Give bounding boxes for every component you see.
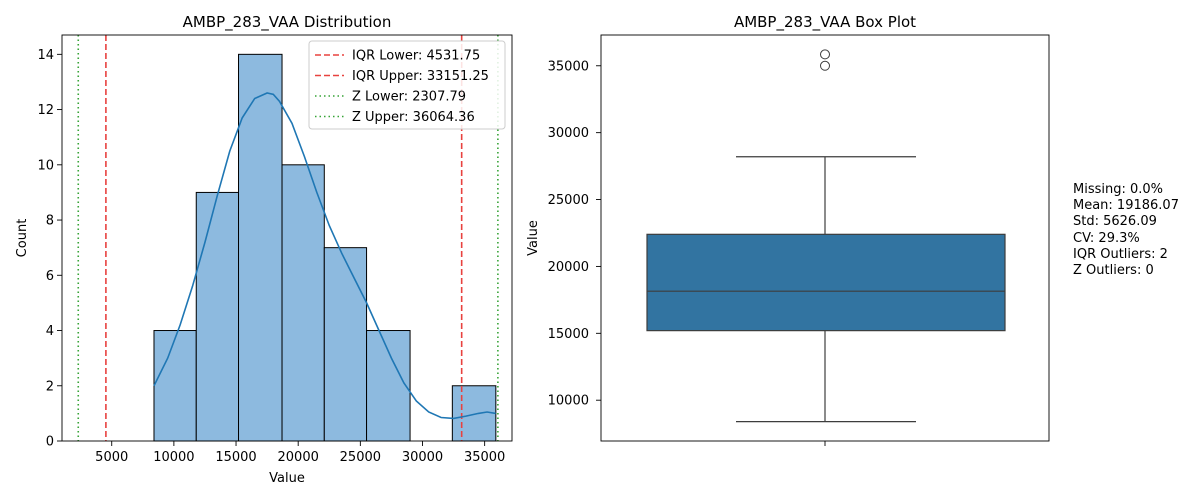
- histogram-x-ticks: 5000 10000 15000 20000 25000 30000 35000: [95, 441, 505, 465]
- boxplot-elements: [646, 49, 1006, 423]
- y-tick-label: 0: [46, 435, 54, 450]
- stat-std: Std: 5626.09: [1073, 214, 1157, 230]
- histogram-bar: [451, 385, 497, 442]
- x-tick-label: 30000: [402, 450, 443, 465]
- iqr-box: [646, 233, 1006, 332]
- histogram-bar: [238, 53, 283, 442]
- legend-box: [308, 40, 506, 130]
- x-tick-label: 5000: [95, 450, 128, 465]
- stat-mean: Mean: 19186.07: [1073, 198, 1179, 214]
- stat-z-outliers: Z Outliers: 0: [1073, 263, 1154, 279]
- histogram-title: AMBP_283_VAA Distribution: [183, 13, 392, 32]
- stat-iqr-outliers: IQR Outliers: 2: [1073, 246, 1168, 262]
- x-tick-label: 20000: [278, 450, 319, 465]
- histogram-bars: [153, 53, 497, 442]
- x-tick-label: 25000: [340, 450, 381, 465]
- outlier-point: [820, 49, 830, 60]
- stat-missing: Missing: 0.0%: [1073, 182, 1164, 197]
- histogram-axes-frame: [61, 34, 513, 442]
- y-tick-label: 25000: [548, 193, 589, 208]
- y-tick-label: 15000: [548, 327, 589, 342]
- histogram-x-label: Value: [269, 471, 305, 486]
- legend-label: IQR Lower: 4531.75: [352, 49, 480, 64]
- y-tick-label: 35000: [548, 59, 589, 74]
- legend: IQR Lower: 4531.75 IQR Upper: 33151.25 Z L…: [308, 40, 506, 130]
- outlier-point: [820, 60, 830, 71]
- boxplot-title: AMBP_283_VAA Box Plot: [734, 13, 916, 32]
- histogram-bar: [323, 247, 368, 442]
- kde-curve: [153, 92, 496, 420]
- histogram-panel: AMBP_283_VAA Distribution 5000 10000 15000…: [15, 13, 513, 486]
- legend-label: Z Upper: 36064.36: [352, 110, 475, 125]
- boxplot-y-ticks: 10000 15000 20000 25000 30000 35000: [548, 59, 601, 409]
- stat-cv: CV: 29.3%: [1073, 230, 1140, 246]
- boxplot-panel: AMBP_283_VAA Box Plot 10000 15000 20000 250…: [526, 13, 1050, 446]
- histogram-y-label: Count: [15, 219, 30, 258]
- x-tick-label: 15000: [215, 450, 256, 465]
- histogram-y-ticks: 0 2 4 6 8 10 12 14: [37, 48, 62, 450]
- y-tick-label: 20000: [548, 260, 589, 275]
- histogram-bar: [281, 164, 325, 442]
- stats-panel: Missing: 0.0% Mean: 19186.07 Std: 5626.0…: [1073, 182, 1179, 279]
- x-tick-label: 10000: [153, 450, 194, 465]
- legend-label: Z Lower: 2307.79: [352, 90, 466, 105]
- y-tick-label: 10000: [548, 394, 589, 409]
- histogram-bar: [195, 191, 240, 442]
- y-tick-label: 30000: [548, 126, 589, 141]
- histogram-bar: [366, 330, 411, 442]
- y-tick-label: 4: [46, 324, 54, 339]
- y-tick-label: 12: [37, 103, 54, 118]
- y-tick-label: 14: [37, 48, 54, 63]
- legend-label: IQR Upper: 33151.25: [352, 69, 489, 84]
- y-tick-label: 8: [46, 214, 54, 229]
- y-tick-label: 10: [37, 158, 54, 173]
- y-tick-label: 6: [46, 269, 54, 284]
- boxplot-y-label: Value: [526, 220, 541, 256]
- y-tick-label: 2: [46, 379, 54, 394]
- x-tick-label: 35000: [464, 450, 505, 465]
- histogram-bar: [153, 330, 197, 442]
